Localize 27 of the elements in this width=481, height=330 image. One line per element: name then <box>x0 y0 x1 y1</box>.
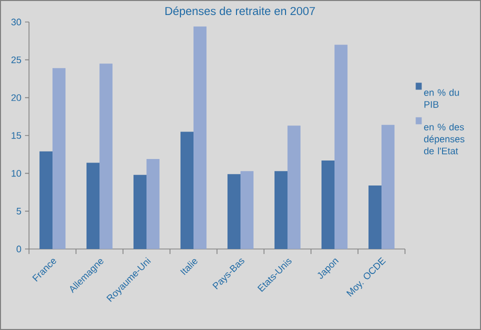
bar <box>180 132 194 249</box>
bar <box>240 171 254 249</box>
bar <box>228 174 241 249</box>
y-tick-label: 5 <box>16 208 22 214</box>
bar <box>334 44 348 249</box>
x-tick-label: Italie <box>180 259 198 276</box>
bar <box>322 160 335 249</box>
bar <box>40 151 53 249</box>
y-tick-label: 20 <box>11 94 22 102</box>
y-tick-label: 0 <box>16 246 22 252</box>
y-tick-label: 10 <box>12 170 22 177</box>
y-tick-label: 25 <box>11 56 22 64</box>
chart-title: Dépenses de retraite en 2007 <box>165 6 315 18</box>
bar <box>274 171 288 249</box>
bar <box>382 124 395 249</box>
y-tick-label: 15 <box>12 132 22 139</box>
bar <box>134 174 147 249</box>
bar <box>100 64 113 249</box>
y-tick-label: 30 <box>11 18 22 26</box>
legend-label: en % du PIB <box>424 88 459 108</box>
bar <box>146 158 160 249</box>
bar <box>52 68 66 249</box>
bar <box>86 162 100 249</box>
legend-label: en % des dépenses de l'Etat <box>424 123 464 154</box>
bar <box>288 126 301 249</box>
bar <box>194 26 207 249</box>
bar <box>368 185 382 249</box>
